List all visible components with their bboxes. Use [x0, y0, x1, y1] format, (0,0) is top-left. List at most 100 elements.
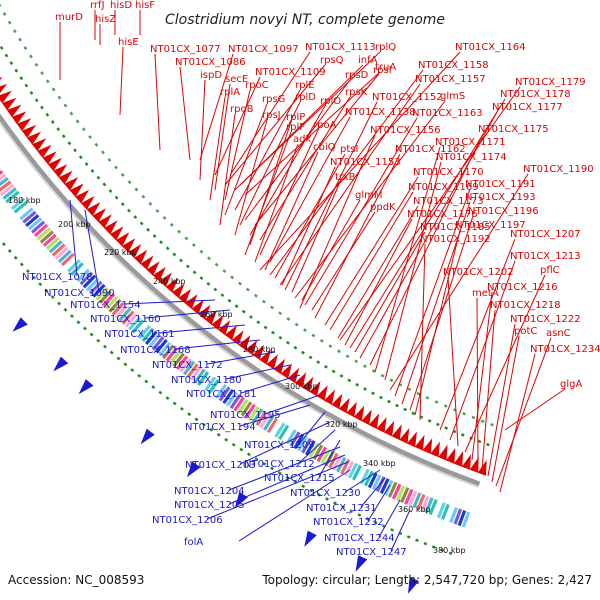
forward-label-leader: [244, 131, 292, 256]
forward-gene-arrow: [211, 315, 224, 331]
forward-label-leader: [199, 53, 234, 161]
forward-gene-label: cbiQ: [313, 142, 336, 153]
forward-gene-arrow: [376, 417, 387, 433]
feature-band-segment: [105, 295, 119, 310]
genome-stats-text: Topology: circular; Length: 2,547,720 bp…: [262, 573, 592, 587]
reverse-gene-arrow: [355, 555, 368, 572]
forward-label-leader: [337, 205, 419, 339]
forward-gene-arrow: [92, 208, 106, 223]
forward-gene-label: NT01CX_1196: [468, 206, 539, 217]
reverse-label-leader: [158, 324, 246, 334]
reverse-gene-label: NT01CX_1230: [290, 488, 361, 499]
feature-band-segment: [218, 386, 231, 402]
feature-band-segment: [270, 420, 282, 436]
forward-gene-arrow: [399, 428, 410, 444]
kbp-tick-label: 220 kbp: [104, 248, 137, 257]
kbp-tick-label: 380 kbp: [433, 546, 466, 555]
feature-band-segment: [211, 381, 224, 397]
forward-gene-arrow: [80, 196, 95, 210]
forward-gene-label: NT01CX_1077: [150, 44, 221, 55]
feature-band-segment: [363, 470, 374, 487]
feature-band-segment: [281, 426, 293, 443]
forward-label-leader: [354, 231, 426, 353]
forward-gene-arrow: [407, 431, 417, 448]
forward-gene-arrow: [159, 272, 172, 287]
forward-gene-label: NT01CX_1163: [412, 108, 483, 119]
reverse-gene-label: NT01CX_1215: [264, 473, 335, 484]
forward-gene-arrow: [98, 214, 112, 229]
feature-band-segment: [54, 246, 69, 260]
feature-band-segment: [207, 378, 220, 394]
kbp-tick-label: 280 kbp: [243, 345, 276, 354]
label-leader-lines: [59, 10, 566, 552]
feature-band-segment: [179, 358, 192, 373]
forward-gene-arrow: [368, 413, 380, 429]
feature-band-segment: [274, 422, 286, 438]
forward-gene-label: rplQ: [375, 42, 396, 53]
reverse-label-leader: [378, 499, 401, 538]
forward-label-leader: [209, 96, 226, 201]
forward-label-leader: [311, 211, 376, 311]
forward-gene-label: rpoA: [313, 120, 337, 131]
forward-gene-arrow: [26, 131, 42, 145]
feature-band-segment: [67, 259, 81, 273]
feature-band-segment: [82, 274, 97, 289]
genome-title: Clostridium novyi NT, complete genome: [165, 12, 445, 28]
forward-gene-label: NT01CX_1218: [490, 300, 561, 311]
feature-band-segment: [233, 396, 245, 412]
reverse-label-leader: [144, 309, 231, 319]
feature-band-segment: [22, 210, 37, 224]
reverse-label-leader: [174, 339, 261, 350]
forward-gene-label: glmS: [440, 91, 465, 102]
feature-band-segment: [355, 466, 366, 483]
forward-gene-label: NT01CX_1097: [228, 44, 299, 55]
reverse-label-leader: [228, 454, 346, 505]
forward-label-leader: [229, 51, 311, 176]
forward-gene-label: NT01CX_1193: [465, 192, 536, 203]
forward-gene-label: murD: [55, 12, 83, 23]
forward-gene-arrow: [287, 367, 300, 384]
forward-gene-label: ptsI: [340, 144, 358, 155]
feature-band-segment: [308, 442, 320, 458]
feature-band-segment: [240, 401, 253, 417]
reverse-gene-arrow: [408, 577, 420, 594]
feature-band-segment: [200, 373, 213, 389]
forward-gene-label: ppdK: [370, 202, 396, 213]
forward-label-leader: [254, 143, 299, 263]
forward-gene-label: hisE: [118, 37, 139, 48]
forward-gene-arrow: [338, 397, 350, 414]
forward-gene-arrow: [324, 389, 335, 405]
reverse-gene-label: folA: [184, 537, 203, 548]
forward-label-leader: [269, 69, 424, 276]
forward-gene-arrow: [42, 151, 57, 165]
reverse-gene-label: NT01CX_1195: [210, 410, 281, 421]
forward-gene-label: ispD: [200, 70, 222, 81]
forward-gene-arrow: [47, 157, 62, 172]
forward-gene-label: infA: [358, 55, 378, 66]
feature-band-segment: [420, 495, 430, 512]
forward-gene-arrow: [430, 441, 440, 458]
forward-label-leader: [269, 116, 351, 263]
forward-gene-label: truA: [375, 62, 396, 73]
forward-gene-arrow: [0, 83, 8, 94]
feature-band-segment: [347, 462, 359, 479]
feature-band-segment: [134, 322, 148, 337]
forward-gene-arrow: [58, 170, 73, 185]
forward-label-leader: [471, 291, 493, 461]
forward-gene-arrow: [391, 424, 402, 441]
forward-gene-arrow: [238, 335, 251, 351]
feature-band-segment: [432, 500, 442, 517]
feature-band-segment: [222, 388, 235, 405]
reverse-gene-label: NT01CX_1244: [324, 533, 395, 544]
forward-gene-label: NT01CX_1153: [330, 157, 401, 168]
forward-gene-arrow: [53, 164, 68, 178]
forward-gene-label: NT01CX_1177: [492, 102, 563, 113]
reverse-label-leader: [344, 469, 381, 493]
feature-band-segment: [0, 180, 12, 192]
reverse-gene-label: NT01CX_1209: [244, 440, 315, 451]
feature-band-segment: [121, 310, 135, 325]
forward-label-leader: [284, 101, 378, 291]
feature-band-segment: [70, 262, 84, 276]
feature-band-segment: [367, 472, 378, 489]
forward-label-leader: [119, 46, 124, 116]
